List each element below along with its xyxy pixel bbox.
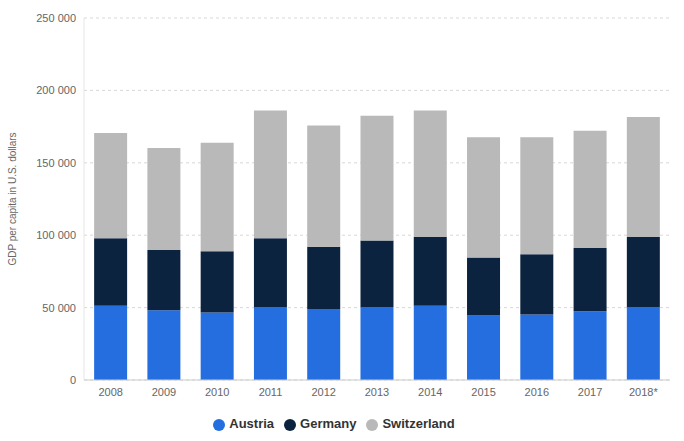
svg-text:150 000: 150 000 <box>36 157 76 169</box>
svg-text:2016: 2016 <box>525 386 549 398</box>
html-text:Austria: Austria <box>229 416 275 431</box>
svg-text:2018*: 2018* <box>629 386 658 398</box>
svg-text:250 000: 250 000 <box>36 12 76 24</box>
svg-text:2017: 2017 <box>578 386 602 398</box>
svg-text:2013: 2013 <box>365 386 389 398</box>
svg-text:2012: 2012 <box>311 386 335 398</box>
svg-text:200 000: 200 000 <box>36 84 76 96</box>
svg-text:2014: 2014 <box>418 386 442 398</box>
svg-text:2008: 2008 <box>98 386 122 398</box>
html-text:Switzerland: Switzerland <box>382 416 455 431</box>
svg-text:2011: 2011 <box>259 386 283 398</box>
html-text:Germany: Germany <box>300 416 357 431</box>
svg-text:50 000: 50 000 <box>42 302 76 314</box>
svg-text:GDP per capita in U.S. dollars: GDP per capita in U.S. dollars <box>8 132 18 265</box>
svg-text:0: 0 <box>70 374 76 386</box>
svg-text:2015: 2015 <box>471 386 495 398</box>
svg-text:100 000: 100 000 <box>36 229 76 241</box>
svg-text:2010: 2010 <box>205 386 229 398</box>
svg-text:2009: 2009 <box>152 386 176 398</box>
